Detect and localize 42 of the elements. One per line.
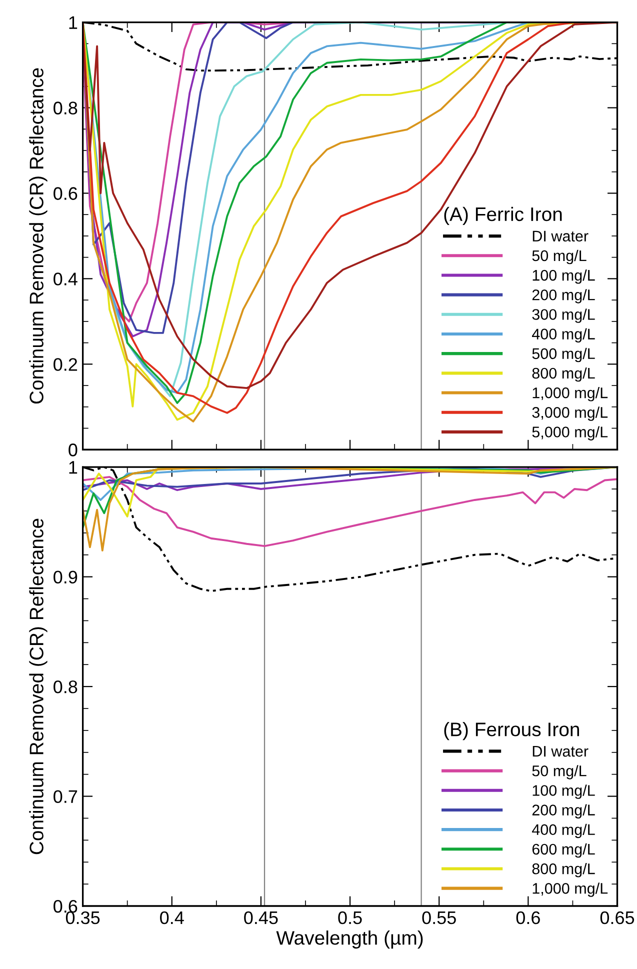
- legend-label: 50 mg/L: [532, 250, 586, 264]
- legend-label: 800 mg/L: [532, 863, 595, 878]
- y-tick-label: 1: [69, 16, 78, 29]
- legend-title: (B) Ferrous Iron: [444, 722, 579, 740]
- legend-label: 400 mg/L: [532, 328, 595, 343]
- legend-label: 400 mg/L: [532, 824, 595, 838]
- x-tick-label: 0.35: [66, 911, 100, 924]
- x-tick-label: 0.5: [338, 911, 362, 924]
- y-tick-label: 0.6: [54, 187, 78, 200]
- x-tick-label: 0.55: [422, 911, 456, 924]
- y-tick-label: 0: [68, 444, 78, 456]
- legend-label: DI water: [532, 746, 588, 757]
- x-tick-label: 0.65: [600, 911, 634, 924]
- legend-label: 500 mg/L: [532, 348, 595, 362]
- y-tick-label: 0.6: [54, 900, 78, 913]
- y-tick-label: 0.8: [54, 680, 78, 694]
- legend-label: 200 mg/L: [532, 804, 595, 818]
- legend-title: (A) Ferric Iron: [444, 206, 562, 225]
- y-tick-label: 0.4: [54, 272, 78, 286]
- legend-label: 50 mg/L: [532, 765, 586, 780]
- legend-label: 800 mg/L: [532, 367, 595, 382]
- x-tick-label: 0.45: [244, 911, 278, 924]
- y-axis-title: Continuum Removed (CR) Reflectance: [29, 68, 48, 404]
- legend-label: 5,000 mg/L: [532, 426, 608, 440]
- legend-label: 300 mg/L: [532, 308, 595, 323]
- x-axis-title: Wavelength (µm): [276, 930, 423, 949]
- legend-label: DI water: [532, 230, 588, 242]
- legend-label: 200 mg/L: [532, 289, 595, 304]
- y-tick-label: 0.7: [54, 790, 78, 803]
- legend-label: 1,000 mg/L: [532, 882, 608, 897]
- y-tick-label: 0.9: [54, 570, 78, 584]
- legend-label: 3,000 mg/L: [532, 406, 608, 421]
- y-axis-title: Continuum Removed (CR) Reflectance: [29, 518, 48, 854]
- legend-label: 1,000 mg/L: [532, 387, 608, 402]
- y-tick-label: 0.8: [54, 102, 78, 114]
- legend-label: 100 mg/L: [532, 784, 595, 799]
- legend-label: 100 mg/L: [532, 269, 595, 284]
- y-tick-label: 1: [69, 461, 78, 474]
- x-tick-label: 0.6: [516, 911, 540, 924]
- legend-label: 600 mg/L: [532, 843, 595, 858]
- y-tick-label: 0.2: [54, 358, 78, 371]
- x-tick-label: 0.4: [160, 911, 184, 924]
